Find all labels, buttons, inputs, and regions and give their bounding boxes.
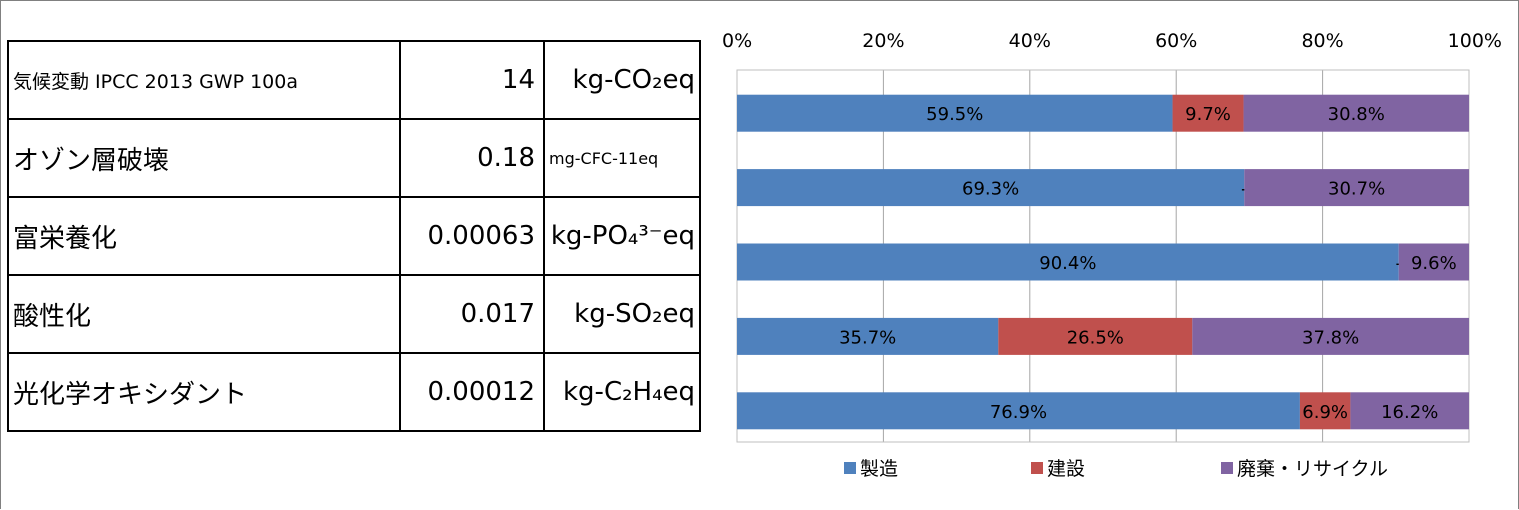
x-tick-label: 60% <box>1155 30 1197 52</box>
data-label: 59.5% <box>926 104 983 125</box>
impact-category: オゾン層破壊 <box>7 118 401 198</box>
impact-value: 0.00063 <box>399 196 545 276</box>
data-label: 9.7% <box>1185 104 1231 125</box>
legend-label: 製造 <box>860 458 898 480</box>
x-tick-label: 80% <box>1301 30 1343 52</box>
bar-manufacturing <box>737 94 1173 132</box>
impact-unit: kg-CO₂eq <box>543 40 701 120</box>
legend-swatch-construction <box>1031 462 1043 474</box>
bar-construction <box>1299 392 1351 430</box>
table-row: 酸性化 0.017 kg-SO₂eq <box>7 274 701 354</box>
x-tick-label: 0% <box>722 30 752 52</box>
bar-disposal <box>1192 317 1469 355</box>
legend-label: 建設 <box>1047 458 1085 480</box>
table-row: オゾン層破壊 0.18 mg-CFC-11eq <box>7 118 701 198</box>
impact-value: 0.00012 <box>399 352 545 432</box>
bar-manufacturing <box>737 317 999 355</box>
impact-value: 14 <box>399 40 545 120</box>
legend-swatch-manufacturing <box>844 462 856 474</box>
bar-disposal <box>1350 392 1469 430</box>
bar-construction <box>998 317 1193 355</box>
x-tick-label: 100% <box>1448 30 1502 52</box>
data-label: 69.3% <box>962 179 1019 200</box>
data-label: 37.8% <box>1302 327 1359 348</box>
impact-category: 酸性化 <box>7 274 401 354</box>
impact-unit: mg-CFC-11eq <box>543 118 701 198</box>
bar-manufacturing <box>737 169 1245 207</box>
impact-table: 気候変動 IPCC 2013 GWP 100a 14 kg-CO₂eq オゾン層… <box>7 40 701 432</box>
impact-category: 富栄養化 <box>7 196 401 276</box>
legend-swatch-disposal <box>1221 462 1233 474</box>
data-label: 9.6% <box>1411 253 1457 274</box>
data-label: 16.2% <box>1381 402 1438 423</box>
bar-construction <box>1172 94 1244 132</box>
impact-unit: kg-PO₄³⁻eq <box>543 196 701 276</box>
impact-value: 0.18 <box>399 118 545 198</box>
table-row: 富栄養化 0.00063 kg-PO₄³⁻eq <box>7 196 701 276</box>
impact-unit: kg-SO₂eq <box>543 274 701 354</box>
x-tick-label: 40% <box>1009 30 1051 52</box>
bar-disposal <box>1398 243 1469 281</box>
data-label: 30.7% <box>1328 179 1385 200</box>
table-row: 光化学オキシダント 0.00012 kg-C₂H₄eq <box>7 352 701 432</box>
data-label: 90.4% <box>1039 253 1096 274</box>
data-label: 35.7% <box>839 327 896 348</box>
bar-disposal <box>1243 94 1469 132</box>
data-label: 76.9% <box>990 402 1047 423</box>
bar-manufacturing <box>737 243 1399 281</box>
x-tick-label: 20% <box>862 30 904 52</box>
data-label: 6.9% <box>1302 402 1348 423</box>
data-label: 26.5% <box>1067 327 1124 348</box>
impact-category: 光化学オキシダント <box>7 352 401 432</box>
legend-label: 廃棄・リサイクル <box>1237 458 1388 480</box>
bar-disposal <box>1244 169 1469 207</box>
impact-value: 0.017 <box>399 274 545 354</box>
impact-category: 気候変動 IPCC 2013 GWP 100a <box>7 40 401 120</box>
table-row: 気候変動 IPCC 2013 GWP 100a 14 kg-CO₂eq <box>7 40 701 120</box>
bar-manufacturing <box>737 392 1300 430</box>
impact-unit: kg-C₂H₄eq <box>543 352 701 432</box>
data-label: 30.8% <box>1328 104 1385 125</box>
